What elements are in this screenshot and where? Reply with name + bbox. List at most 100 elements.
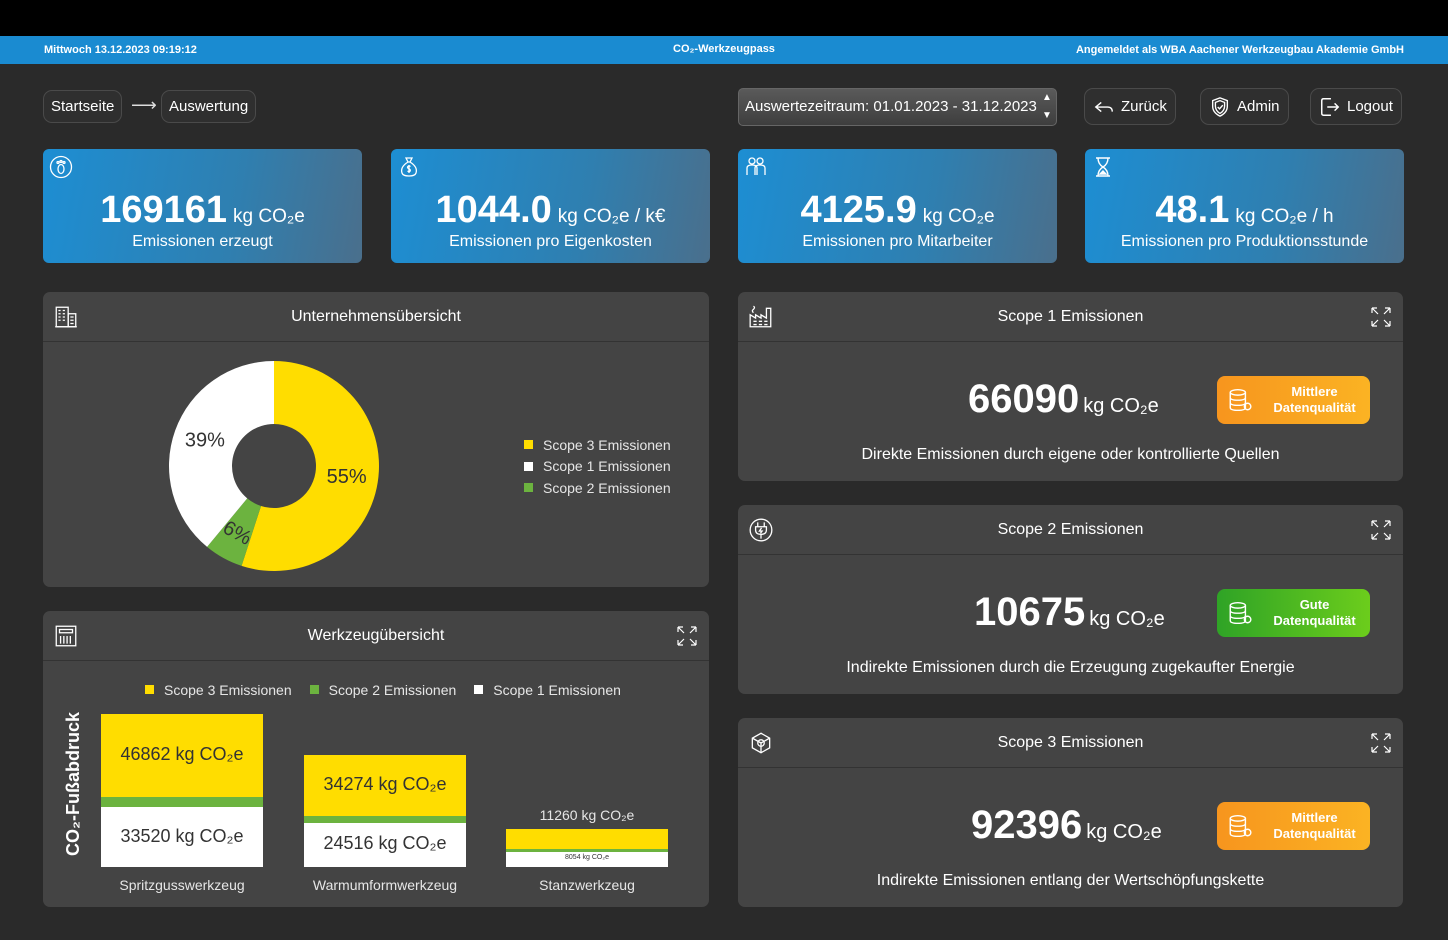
company-overview-panel: Unternehmensübersicht 55% 6% 39% Scope 3 E… [43,292,709,587]
legend-label: Scope 2 Emissionen [328,681,457,698]
scope3-panel: Scope 3 Emissionen 92396 kg CO₂e Mittlere… [738,718,1403,907]
bar-label-scope1: 33520 kg CO₂e [120,826,244,846]
back-label: Zurück [1121,98,1167,115]
tool-legend: Scope 3 Emissionen Scope 2 Emissionen Sc… [145,679,621,701]
bar-label-scope3: 11260 kg CO₂e [539,807,635,823]
kpi-value: 169161 [100,189,227,231]
legend-swatch [145,685,154,695]
kpi-unit: kg CO₂e [233,206,305,227]
legend-swatch [524,461,533,471]
bar-label-scope1: 24516 kg CO₂e [323,833,447,853]
data-quality-badge: Mittlere Datenqualität [1217,376,1370,424]
quality-label: Mittlere Datenqualität [1273,384,1356,415]
legend-item-scope2: Scope 2 Emissionen [309,679,457,701]
expand-icon[interactable] [1369,305,1393,329]
bar-segment-scope1 [101,807,263,867]
legend-label: Scope 1 Emissionen [543,458,671,475]
period-value: Auswertezeitraum: 01.01.2023 - 31.12.202… [745,98,1037,115]
quality-label: Gute Datenqualität [1273,597,1356,628]
back-button[interactable]: Zurück [1084,88,1176,125]
scope2-title: Scope 2 Emissionen [997,521,1144,538]
logout-label: Logout [1347,98,1393,115]
legend-swatch [524,440,533,450]
scope2-panel: Scope 2 Emissionen 10675 kg CO₂e Gute Dat… [738,505,1403,694]
data-quality-badge: Mittlere Datenqualität [1217,802,1370,850]
legend-label: Scope 1 Emissionen [493,681,621,698]
legend-swatch [309,685,319,695]
data-quality-badge: Gute Datenqualität [1217,589,1370,637]
admin-button[interactable]: Admin [1200,88,1289,125]
donut-slice [241,361,380,571]
kpi-emissions-per-hour: 48.1 kg CO₂e / h Emissionen pro Produktio… [1085,149,1404,263]
kpi-unit: kg CO₂e / k€ [557,206,666,227]
scope3-unit: kg CO₂e [1086,821,1162,843]
bar-segment-scope2 [506,849,668,852]
bar-segment-scope2 [304,816,466,823]
period-select[interactable]: Auswertezeitraum: 01.01.2023 - 31.12.202… [738,88,1057,126]
legend-item-scope1: Scope 1 Emissionen [524,456,671,478]
y-axis-label: CO₂-Fußabdruck [63,712,83,856]
expand-icon[interactable] [1369,731,1393,755]
tool-overview-title: Werkzeugübersicht [307,627,445,644]
shield-icon [1211,96,1229,117]
employees-icon [746,157,766,175]
breadcrumb-arrow-icon: ⟶ [131,95,157,115]
kpi-value: 4125.9 [800,189,917,231]
bar-segment-scope3 [101,714,263,797]
back-arrow-icon [1094,101,1113,112]
breadcrumb-home[interactable]: Startseite [43,90,123,123]
database-icon [1229,815,1252,837]
scope1-value: 66090 kg CO₂e [968,377,1159,422]
donut-slice [169,361,274,547]
building-icon [55,306,77,328]
scope1-unit: kg CO₂e [1083,395,1159,417]
logout-button[interactable]: Logout [1310,88,1402,125]
tool-icon [55,625,77,647]
legend-label: Scope 3 Emissionen [543,436,671,453]
quality-label: Mittlere Datenqualität [1273,810,1356,841]
legend-swatch [474,685,484,695]
bar-warmumform: 34274 kg CO₂e 24516 kg CO₂e [304,755,466,867]
kpi-unit: kg CO₂e / h [1235,206,1334,227]
scope1-number: 66090 [968,377,1080,421]
donut-slice-label: 39% [185,429,225,451]
window-top-bar [0,0,1448,36]
bar-label-scope1: 8054 kg CO₂e [565,854,609,861]
bar-label-scope3: 46862 kg CO₂e [120,744,244,764]
kpi-value: 48.1 [1155,189,1230,231]
supply-chain-icon [751,732,771,754]
expand-icon[interactable] [1369,518,1393,542]
hourglass-icon [1096,157,1110,177]
scope2-number: 10675 [974,590,1086,634]
kpi-emissions-total: 169161 kg CO₂e Emissionen erzeugt [43,149,362,263]
bar-segment-scope1 [304,823,466,867]
legend-item-scope1: Scope 1 Emissionen [474,679,621,701]
company-legend: Scope 3 Emissionen Scope 1 Emissionen Sc… [524,434,671,499]
legend-item-scope3: Scope 3 Emissionen [524,434,671,456]
bar-segment-scope3 [304,755,466,816]
kpi-label: Emissionen erzeugt [132,233,273,250]
spinner-icon: ▲ ▼ [1042,92,1052,121]
scope2-unit: kg CO₂e [1089,608,1165,630]
bar-label-scope3: 34274 kg CO₂e [323,774,447,794]
legend-item-scope2: Scope 2 Emissionen [524,477,671,499]
energy-plug-icon [749,518,773,542]
category-label: Warmumformwerkzeug [312,877,458,893]
expand-icon[interactable] [675,624,699,648]
donut-chart: 55%6%39% [169,361,380,571]
kpi-emissions-per-cost: 1044.0 kg CO₂e / k€ Emissionen pro Eigenk… [391,149,710,263]
money-bag-icon [400,157,418,177]
datetime: Mittwoch 13.12.2023 09:19:12 [44,44,197,56]
scope3-value: 92396 kg CO₂e [971,803,1162,848]
login-info: Angemeldet als WBA Aachener Werkzeugbau … [1075,44,1404,56]
company-overview-title: Unternehmensübersicht [291,308,461,325]
tool-overview-panel: Werkzeugübersicht Scope 3 Emissionen Sco… [43,611,709,907]
bar-stanz: 8054 kg CO₂e [506,829,668,867]
scope3-description: Indirekte Emissionen entlang der Wertsch… [876,872,1265,889]
category-label: Stanzwerkzeug [539,877,635,893]
bar-spritzguss: 46862 kg CO₂e 33520 kg CO₂e [101,714,263,867]
database-icon [1229,389,1252,411]
breadcrumb-current[interactable]: Auswertung [161,90,257,123]
scope3-title: Scope 3 Emissionen [997,734,1144,751]
kpi-emissions-per-employee: 4125.9 kg CO₂e Emissionen pro Mitarbeiter [738,149,1057,263]
